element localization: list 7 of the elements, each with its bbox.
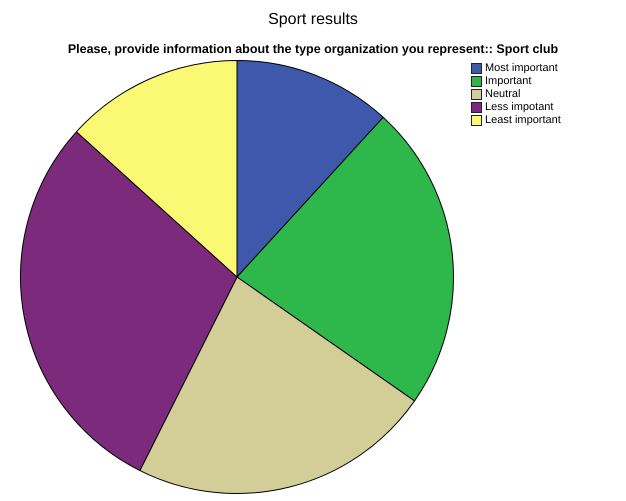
legend-label: Less impotant (485, 101, 554, 114)
legend-label: Most important (485, 62, 558, 75)
legend-label: Important (485, 75, 532, 88)
legend-label: Neutral (485, 88, 520, 101)
chart-subtitle: Please, provide information about the type organization you represent:: Sport club (66, 42, 560, 56)
chart-title: Sport results (267, 11, 359, 29)
legend-label: Least important (485, 114, 561, 127)
